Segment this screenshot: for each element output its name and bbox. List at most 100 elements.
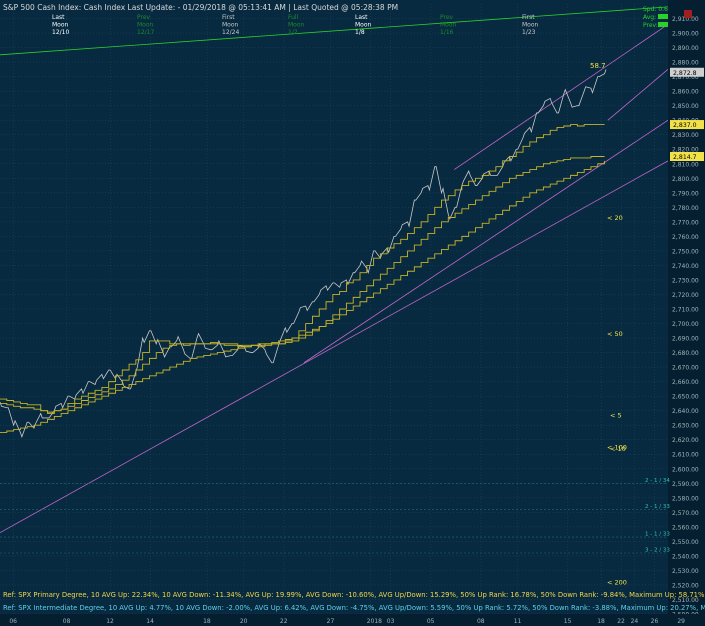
moving-average-series xyxy=(0,160,605,433)
fib-label: 3 - 2 / 33 xyxy=(645,548,670,554)
price-axis: 2,500.002,510.002,520.002,530.002,540.00… xyxy=(668,0,705,626)
y-tick-label: 2,700.00 xyxy=(672,321,699,328)
y-tick-label: 2,560.00 xyxy=(672,524,699,531)
x-tick-label: 26 xyxy=(651,618,659,625)
y-tick-label: 2,610.00 xyxy=(672,452,699,459)
y-tick-label: 2,760.00 xyxy=(672,234,699,241)
y-tick-label: 2,710.00 xyxy=(672,307,699,314)
moon-cell: Prev xyxy=(137,14,151,21)
price-series xyxy=(0,69,607,439)
moon-cell: 1/16 xyxy=(440,29,454,36)
ma-label: < 100 xyxy=(607,443,627,451)
ref-intermediate-degree: Ref: SPX Intermediate Degree, 10 AVG Up:… xyxy=(3,604,705,612)
x-tick-label: 22 xyxy=(280,618,288,625)
trend-line xyxy=(0,6,669,56)
prev-label: Prev: xyxy=(643,22,658,29)
speed-box: Spd: 0.6 Avg: Prev: xyxy=(643,6,692,29)
moon-cell: Last xyxy=(52,14,65,21)
y-tick-label: 2,720.00 xyxy=(672,292,699,299)
x-tick-label: 03 xyxy=(387,618,395,625)
y-tick-label: 2,680.00 xyxy=(672,350,699,357)
spd-label: Spd: 0.6 xyxy=(643,6,668,13)
x-tick-label: 20 xyxy=(240,618,248,625)
trend-line xyxy=(303,119,669,364)
moon-cell: Moon xyxy=(137,22,154,29)
moon-phase-table: LastMoon12/10PrevMoon12/17FirstMoon12/24… xyxy=(52,14,539,36)
y-tick-label: 2,540.00 xyxy=(672,553,699,560)
y-tick-label: 2,910.00 xyxy=(672,16,699,23)
y-tick-label: 2,890.00 xyxy=(672,45,699,52)
x-tick-label: 18 xyxy=(203,618,211,625)
y-tick-label: 2,860.00 xyxy=(672,89,699,96)
y-tick-label: 2,660.00 xyxy=(672,379,699,386)
y-tick-label: 2,730.00 xyxy=(672,277,699,284)
moving-average-series xyxy=(0,124,605,415)
trend-line xyxy=(454,24,669,170)
fib-label: 2 - 1 / 34 xyxy=(645,478,670,484)
y-tick-label: 2,870.00 xyxy=(672,74,699,81)
moon-cell: First xyxy=(222,14,235,21)
y-tick-label: 2,640.00 xyxy=(672,408,699,415)
x-tick-label: 05 xyxy=(427,618,435,625)
y-tick-label: 2,620.00 xyxy=(672,437,699,444)
y-tick-label: 2,570.00 xyxy=(672,510,699,517)
price-tag-label: 2,814.7 xyxy=(673,154,697,161)
moon-cell: Full xyxy=(288,14,299,21)
price-tag-label: 2,837.0 xyxy=(673,122,697,129)
y-tick-label: 2,590.00 xyxy=(672,481,699,488)
y-tick-label: 2,780.00 xyxy=(672,205,699,212)
y-tick-label: 2,800.00 xyxy=(672,176,699,183)
x-tick-label: 22 xyxy=(617,618,625,625)
close-icon[interactable] xyxy=(684,10,692,18)
moon-cell: Moon xyxy=(52,22,69,29)
y-tick-label: 2,690.00 xyxy=(672,336,699,343)
price-tag xyxy=(670,120,704,130)
fib-label: 2 - 1 / 33 xyxy=(645,504,670,510)
moon-cell: Moon xyxy=(222,22,239,29)
price-tag-label: 2,872.8 xyxy=(673,70,697,77)
x-tick-label: 2018 xyxy=(367,618,382,625)
date-axis: 06 08 12 14 18 20 22 27 2018 03 05 08 11 15 18 22 24 26 29 xyxy=(0,614,705,626)
x-tick-label: 08 xyxy=(63,618,71,625)
moon-cell: Moon xyxy=(440,22,457,29)
y-tick-label: 2,750.00 xyxy=(672,248,699,255)
avg-label: Avg: xyxy=(643,14,656,21)
moon-cell: 1/23 xyxy=(522,29,536,36)
y-tick-label: 2,530.00 xyxy=(672,568,699,575)
y-tick-label: 2,510.00 xyxy=(672,597,699,604)
y-tick-label: 2,520.00 xyxy=(672,582,699,589)
moon-cell: First xyxy=(522,14,535,21)
y-tick-label: 2,830.00 xyxy=(672,132,699,139)
trend-line xyxy=(0,160,669,534)
ma-label: < 50 xyxy=(607,330,623,338)
x-tick-label: 29 xyxy=(677,618,685,625)
x-tick-label: 14 xyxy=(146,618,154,625)
x-tick-label: 11 xyxy=(514,618,522,625)
annotation-labels: < 5 < 10 < 20 < 50 < 100 < 200 2 - 1 / 34 2 - 1… xyxy=(0,214,670,587)
moon-cell: 1/2 xyxy=(288,29,298,36)
trend-line xyxy=(607,69,669,121)
y-tick-label: 2,550.00 xyxy=(672,539,699,546)
y-tick-label: 2,770.00 xyxy=(672,219,699,226)
moon-cell: 1/8 xyxy=(355,29,365,36)
x-tick-label: 08 xyxy=(477,618,485,625)
y-tick-label: 2,900.00 xyxy=(672,31,699,38)
y-tick-label: 2,580.00 xyxy=(672,495,699,502)
trend-lines xyxy=(0,6,669,534)
moon-cell: 12/17 xyxy=(137,29,154,36)
fib-label: 1 - 1 / 33 xyxy=(645,532,670,538)
ma-label: < 20 xyxy=(607,214,623,222)
moon-cell: Last xyxy=(355,14,368,21)
moon-cell: Moon xyxy=(288,22,305,29)
moon-cell: 12/24 xyxy=(222,29,239,36)
y-tick-label: 2,670.00 xyxy=(672,365,699,372)
series-lines xyxy=(0,69,607,439)
moon-cell: Moon xyxy=(355,22,372,29)
prev-indicator xyxy=(658,22,668,27)
y-tick-label: 2,650.00 xyxy=(672,394,699,401)
moon-cell: Prev xyxy=(440,14,454,21)
price-tag xyxy=(670,152,704,161)
ma-label: < 200 xyxy=(607,579,627,587)
